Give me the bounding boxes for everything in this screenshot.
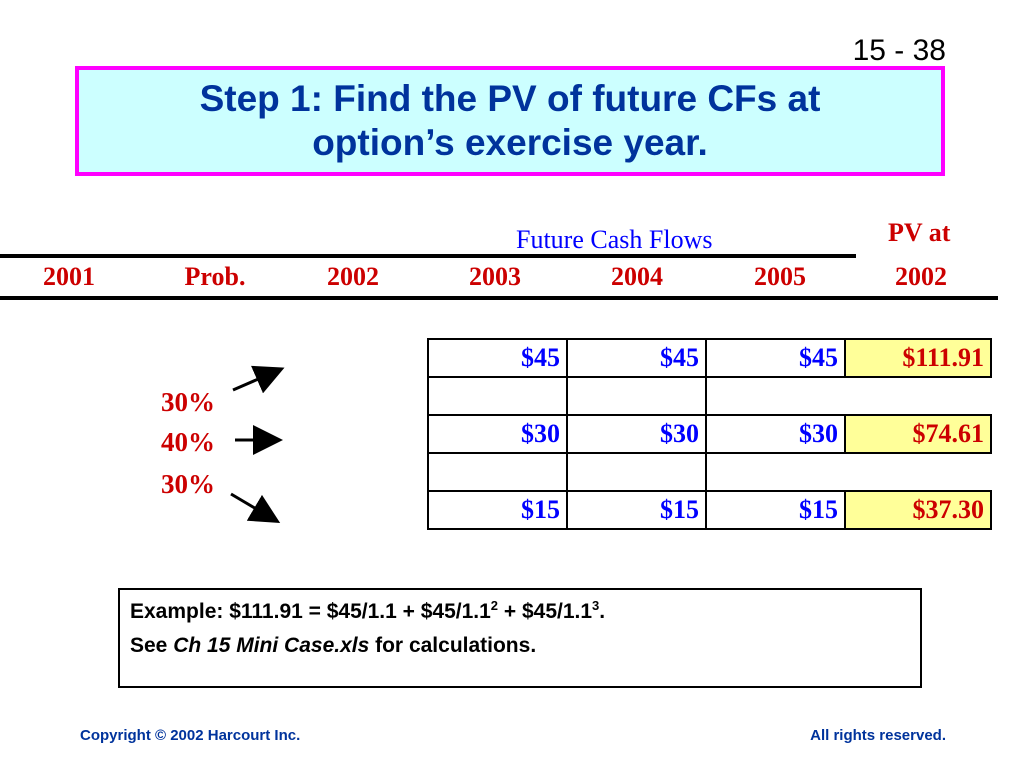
header-bottom-rule: [0, 296, 998, 300]
cash-flow-table: $45 $45 $45 $111.91 $30 $30 $30 $74.61 $…: [427, 338, 992, 530]
title-line-1: Step 1: Find the PV of future CFs at: [199, 78, 821, 120]
copyright-notice: Copyright © 2002 Harcourt Inc.: [80, 727, 301, 744]
col-header-2003: 2003: [469, 262, 521, 291]
probability-low: 30%: [161, 469, 215, 499]
example-reference: See Ch 15 Mini Case.xls for calculations…: [130, 634, 537, 657]
col-header-2005: 2005: [754, 262, 806, 291]
col-header-2002: 2002: [327, 262, 379, 291]
spreadsheet-filename: Ch 15 Mini Case.xls: [173, 634, 370, 657]
cf-2005-high: $45: [705, 338, 846, 378]
table-row: [427, 376, 991, 416]
cf-2003-low: $15: [427, 490, 568, 530]
cf-2004-mid: $30: [566, 414, 707, 454]
pv-high: $111.91: [844, 338, 992, 378]
arrow-down-icon: [230, 492, 281, 524]
title-line-2: option’s exercise year.: [312, 122, 708, 163]
col-header-pv-2002: 2002: [895, 262, 947, 291]
cf-2004-high: $45: [566, 338, 707, 378]
probability-mid: 40%: [161, 427, 215, 457]
arrow-up-icon: [232, 365, 285, 394]
table-row: [427, 452, 991, 492]
cf-2003-high: $45: [427, 338, 568, 378]
example-formula: Example: $111.91 = $45/1.1 + $45/1.12 + …: [130, 598, 606, 623]
table-row: $30 $30 $30 $74.61: [427, 414, 992, 454]
branch-arrows: [230, 365, 285, 524]
col-header-2004: 2004: [611, 262, 663, 291]
cf-2004-low: $15: [566, 490, 707, 530]
table-row: $15 $15 $15 $37.30: [427, 490, 992, 530]
pv-low: $37.30: [844, 490, 992, 530]
header-top-rule: [0, 254, 856, 258]
cf-2005-mid: $30: [705, 414, 846, 454]
example-box: Example: $111.91 = $45/1.1 + $45/1.12 + …: [118, 588, 922, 688]
rights-notice: All rights reserved.: [810, 727, 946, 744]
pv-mid: $74.61: [844, 414, 992, 454]
probability-high: 30%: [161, 387, 215, 417]
future-cash-flows-label: Future Cash Flows: [516, 225, 713, 254]
pv-at-label: PV at: [888, 218, 951, 247]
title-box: Step 1: Find the PV of future CFs at opt…: [75, 66, 945, 176]
col-header-2001: 2001: [43, 262, 95, 291]
table-row: $45 $45 $45 $111.91: [427, 338, 992, 378]
col-header-prob: Prob.: [184, 262, 246, 291]
slide-number: 15 - 38: [852, 34, 946, 67]
cf-2003-mid: $30: [427, 414, 568, 454]
cf-2005-low: $15: [705, 490, 846, 530]
